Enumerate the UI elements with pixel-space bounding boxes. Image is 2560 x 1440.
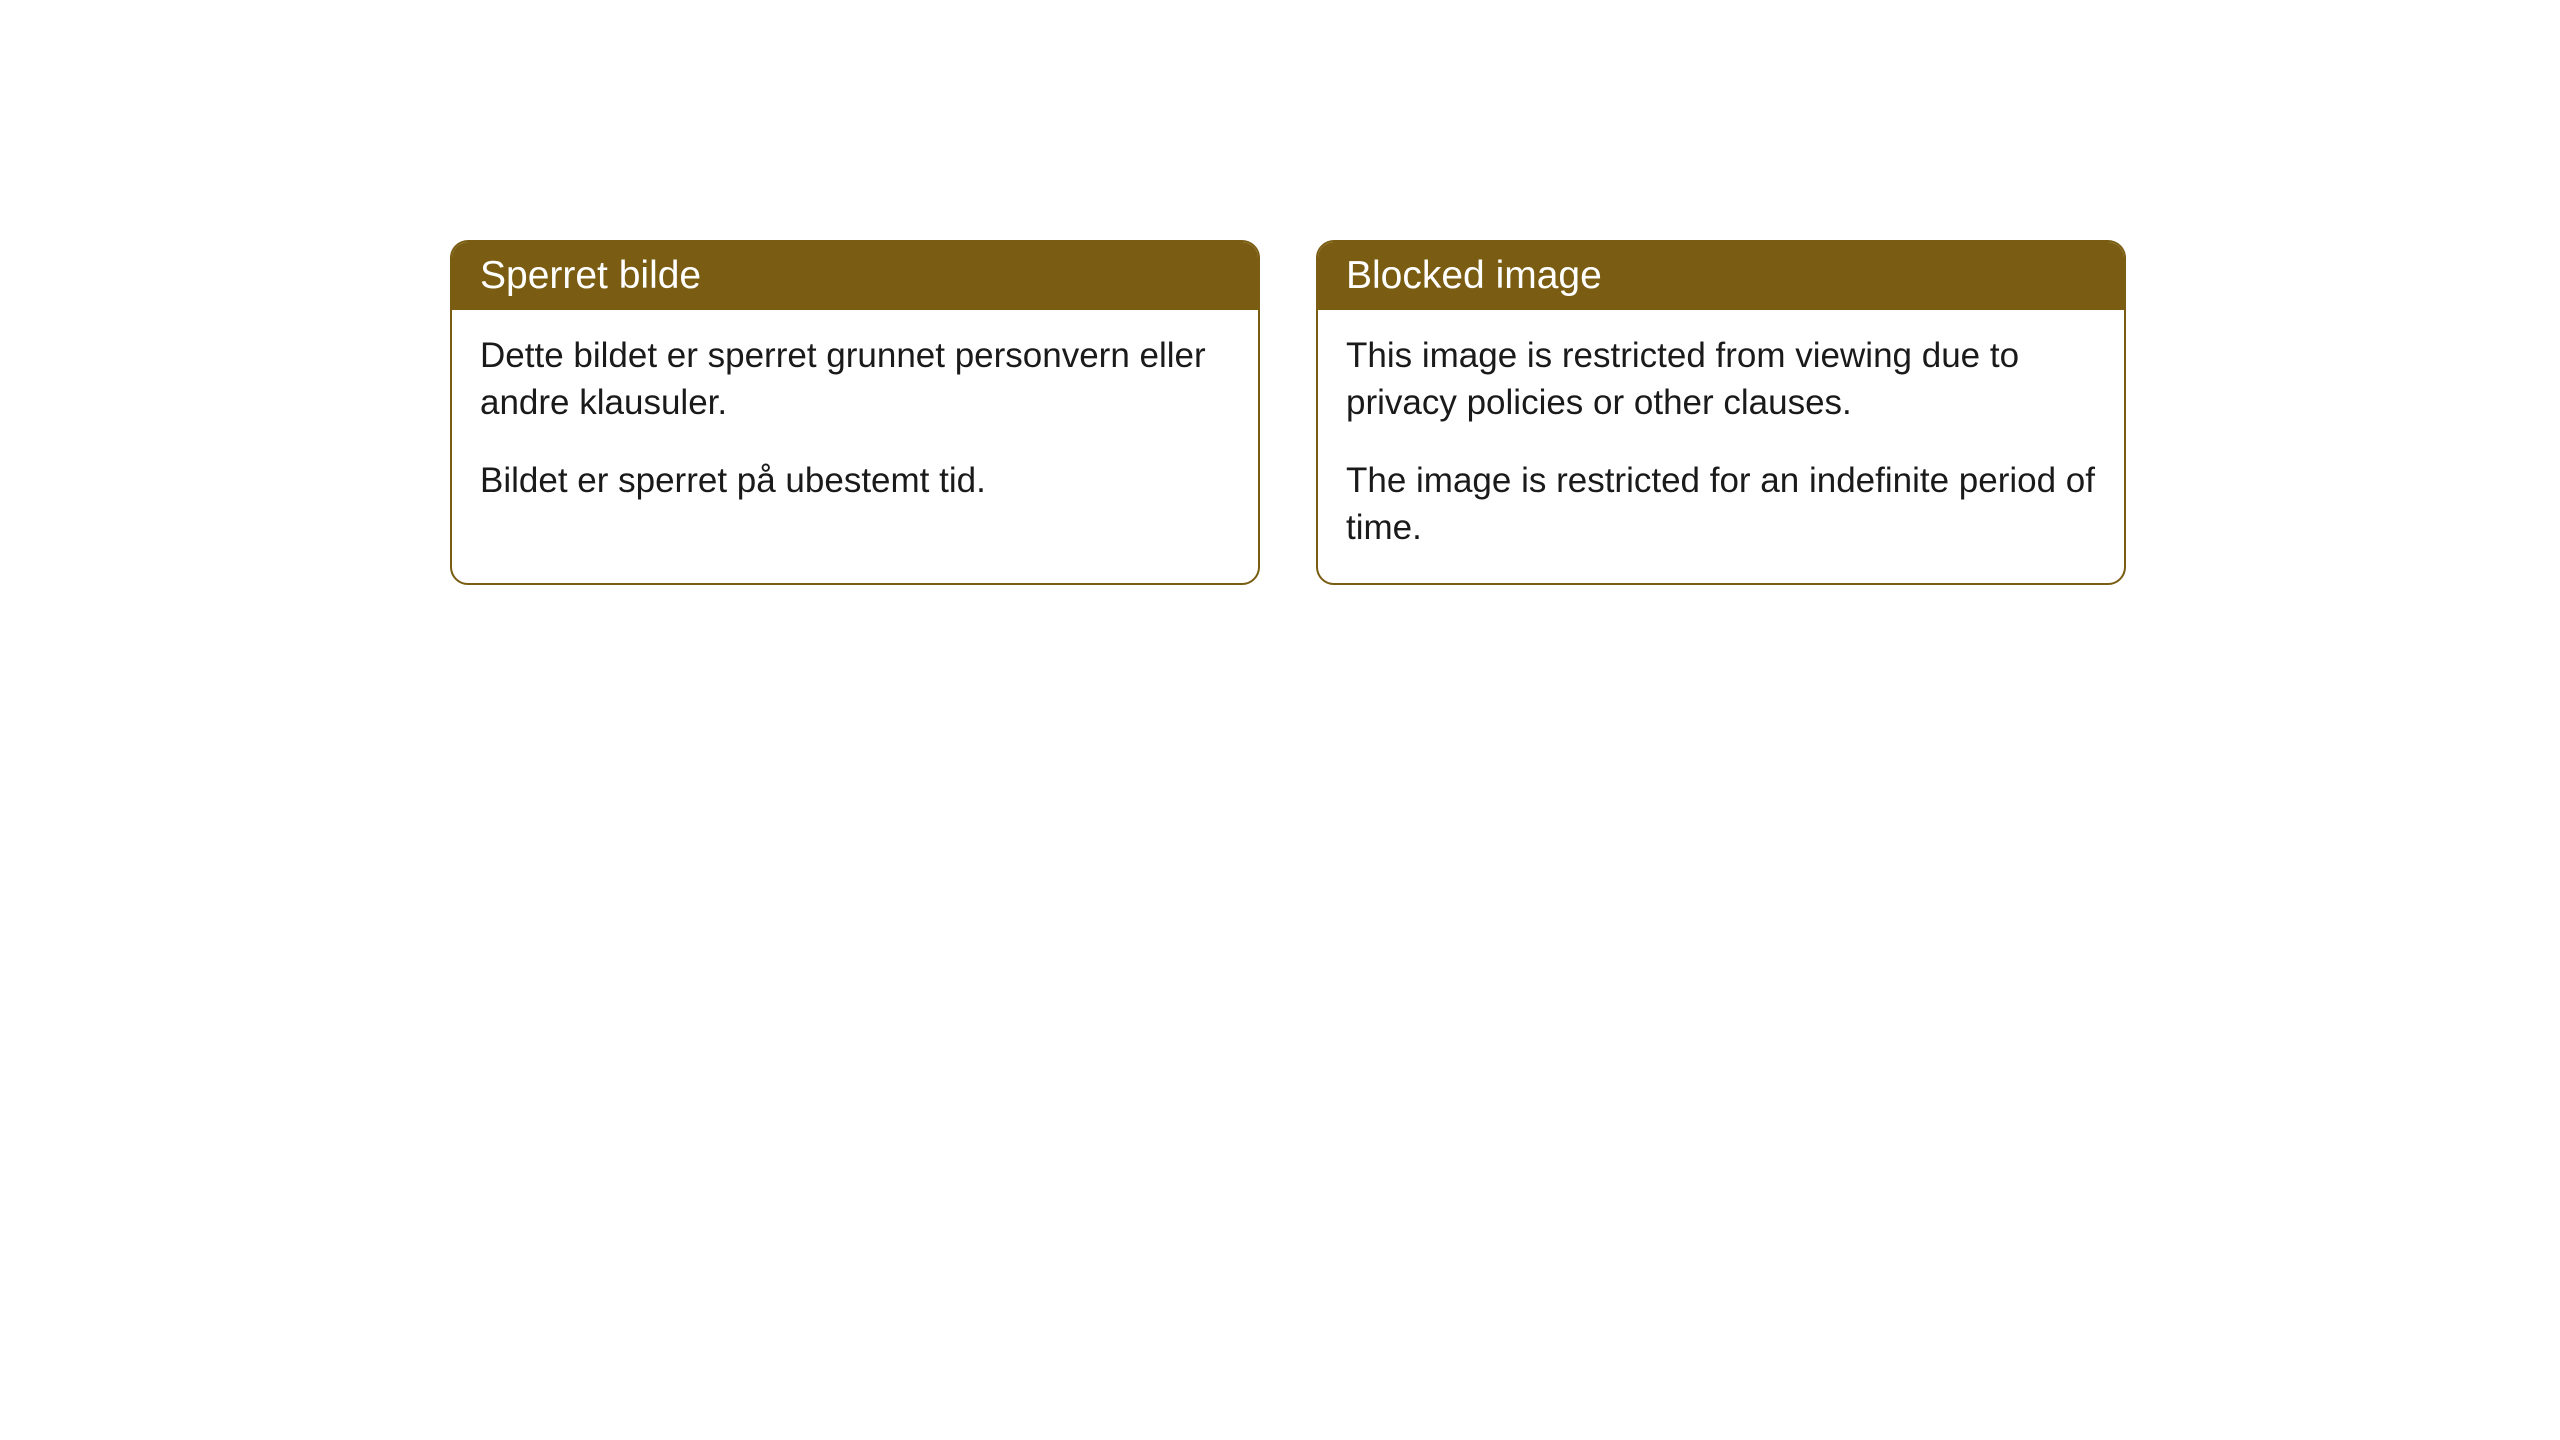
card-body: Dette bildet er sperret grunnet personve… (452, 310, 1258, 536)
card-body: This image is restricted from viewing du… (1318, 310, 2124, 583)
card-paragraph: Dette bildet er sperret grunnet personve… (480, 332, 1230, 427)
card-paragraph: This image is restricted from viewing du… (1346, 332, 2096, 427)
notice-card-norwegian: Sperret bilde Dette bildet er sperret gr… (450, 240, 1260, 585)
card-paragraph: The image is restricted for an indefinit… (1346, 457, 2096, 552)
notice-cards-container: Sperret bilde Dette bildet er sperret gr… (450, 240, 2126, 585)
card-paragraph: Bildet er sperret på ubestemt tid. (480, 457, 1230, 504)
notice-card-english: Blocked image This image is restricted f… (1316, 240, 2126, 585)
card-header: Sperret bilde (452, 242, 1258, 310)
card-header: Blocked image (1318, 242, 2124, 310)
